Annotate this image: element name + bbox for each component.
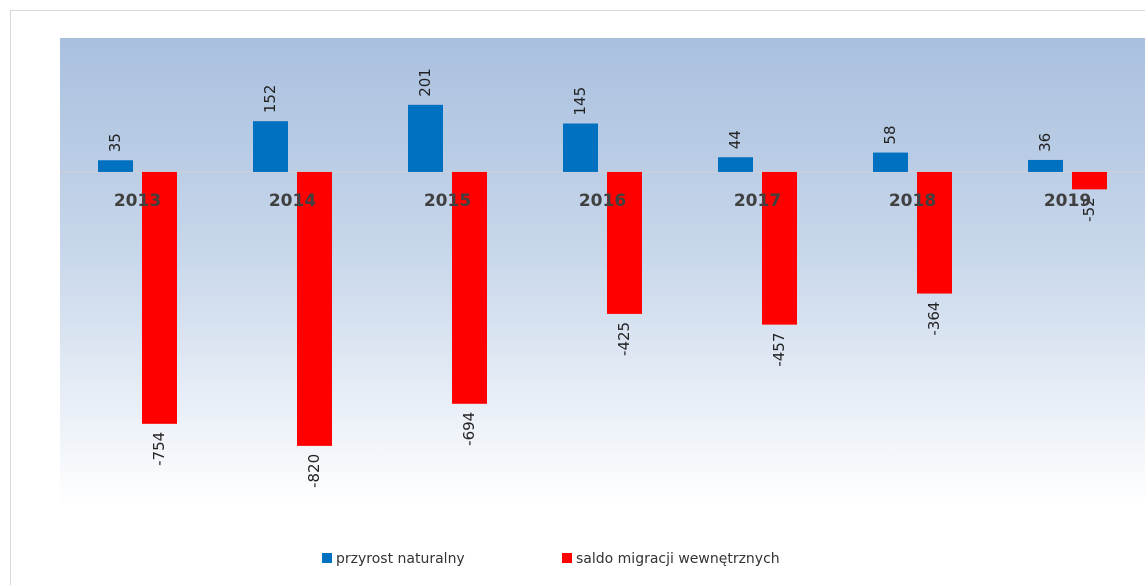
legend-label: przyrost naturalny (336, 551, 465, 567)
legend-label: saldo migracji wewnętrznych (576, 551, 780, 567)
bar (98, 160, 133, 172)
data-label: -457 (770, 333, 788, 367)
data-label: 152 (261, 85, 279, 114)
data-label: 201 (416, 68, 434, 97)
x-tick-label cat: 2015 (424, 191, 471, 211)
bar (452, 171, 487, 404)
legend-swatch (322, 553, 332, 563)
x-tick-label cat: 2019 (1044, 191, 1091, 211)
data-label: -820 (305, 454, 323, 488)
data-label: 145 (571, 87, 589, 116)
data-label: 58 (881, 125, 899, 144)
data-label: -52 (1080, 197, 1098, 222)
data-label: 35 (106, 133, 124, 152)
x-tick-label cat: 2018 (889, 191, 936, 211)
x-tick-label cat: 2013 (114, 191, 161, 211)
data-label: -694 (460, 412, 478, 446)
bar (563, 123, 598, 172)
bar (253, 121, 288, 172)
bar (408, 104, 443, 172)
bar (142, 171, 177, 424)
data-label: 44 (726, 130, 744, 149)
data-label: -425 (615, 322, 633, 356)
bar (297, 171, 332, 446)
legend-swatch (562, 553, 572, 563)
x-tick-label cat: 2014 (269, 191, 316, 211)
data-label: -364 (925, 302, 943, 336)
x-tick-label cat: 2017 (734, 191, 781, 211)
bar (1028, 159, 1063, 172)
data-label: 36 (1036, 133, 1054, 152)
bar (917, 171, 952, 294)
bar (718, 157, 753, 172)
bar (873, 152, 908, 172)
bar (607, 171, 642, 314)
bar (1072, 171, 1107, 190)
data-label: -754 (150, 432, 168, 466)
bar (762, 171, 797, 325)
x-tick-label cat: 2016 (579, 191, 626, 211)
plot-area (60, 38, 1145, 508)
